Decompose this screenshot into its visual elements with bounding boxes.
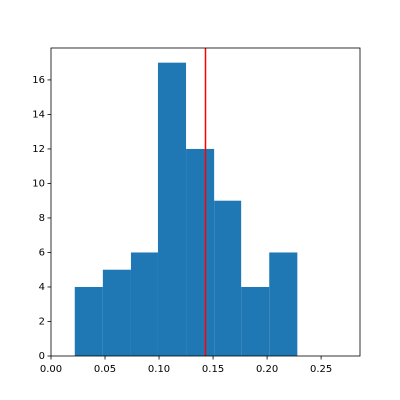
- y-tick-label: 8: [39, 213, 45, 224]
- bar: [241, 286, 270, 356]
- x-tick-label: 0.15: [202, 364, 224, 375]
- bar: [102, 269, 131, 356]
- y-tick-label: 14: [32, 109, 45, 120]
- y-tick-label: 16: [32, 75, 45, 86]
- bar: [130, 252, 158, 356]
- y-tick-label: 4: [39, 282, 45, 293]
- y-tick-label: 10: [32, 178, 45, 189]
- x-tick-label: 0.20: [256, 364, 278, 375]
- bar: [186, 148, 215, 356]
- bar: [269, 252, 298, 356]
- y-tick-label: 0: [39, 351, 45, 362]
- y-tick-label: 6: [39, 247, 45, 258]
- bar: [157, 62, 187, 357]
- bar: [74, 286, 103, 356]
- plot-frame: [50, 47, 361, 357]
- x-tick-label: 0.00: [40, 364, 62, 375]
- y-tick-label: 2: [39, 316, 45, 327]
- x-tick-label: 0.05: [94, 364, 116, 375]
- bar: [214, 200, 242, 356]
- x-tick-label: 0.10: [148, 364, 170, 375]
- y-tick-label: 12: [32, 144, 45, 155]
- x-tick-label: 0.25: [310, 364, 332, 375]
